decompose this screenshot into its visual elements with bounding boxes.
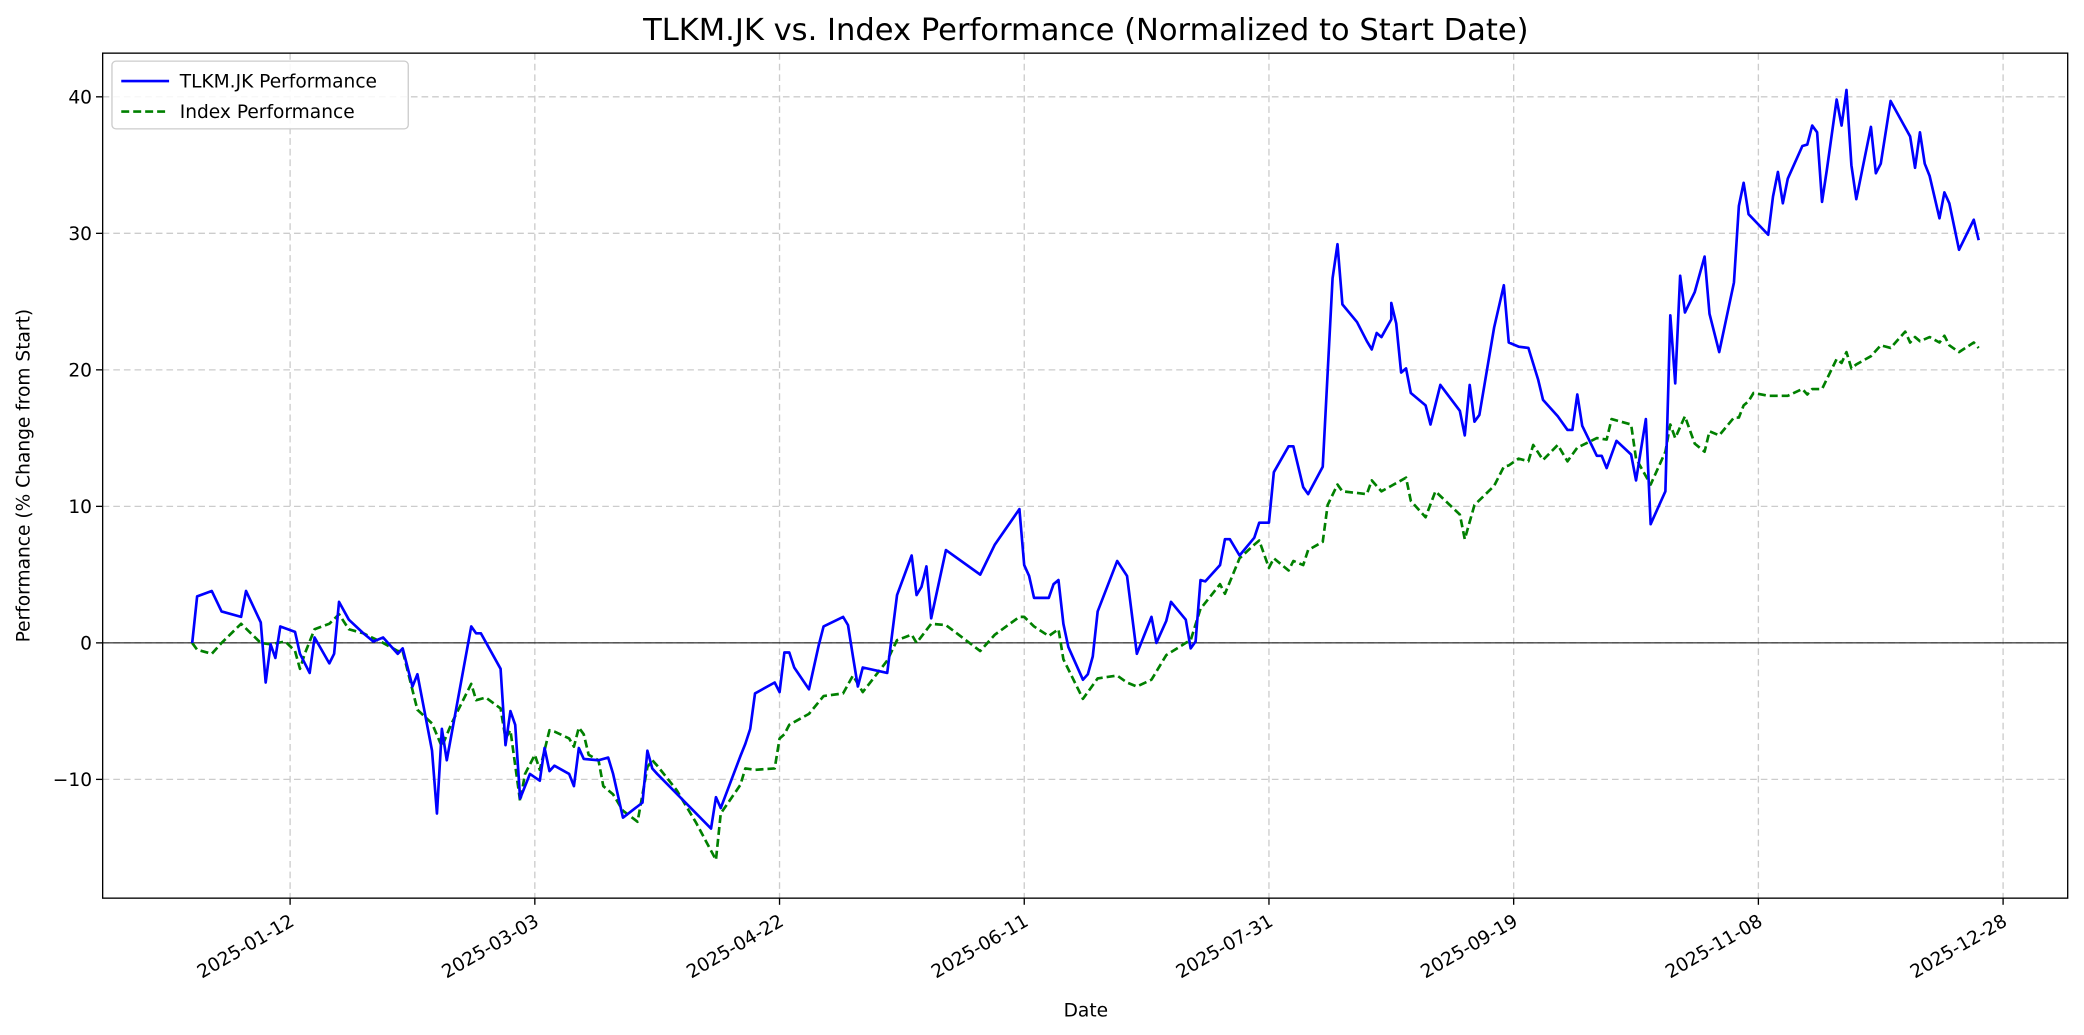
x-tick-label: 2025-12-28 [1907,911,2011,983]
y-tick-label: 40 [68,87,92,108]
y-tick-label: 30 [68,224,92,245]
index-performance-line [191,330,1980,862]
y-tick-label: 20 [68,360,92,381]
plot-frame [101,52,2069,899]
y-tick-label: 10 [68,497,92,518]
y-tick-label: 0 [80,634,92,655]
x-tick-label: 2025-01-12 [194,911,298,983]
chart-title: TLKM.JK vs. Index Performance (Normalize… [642,13,1529,48]
x-axis-label: Date [1064,1000,1108,1021]
x-tick-label: 2025-03-03 [439,911,543,983]
legend-box [111,60,409,130]
y-axis-label: Performance (% Change from Start) [14,309,35,643]
y-axis-ticks: −10 0 10 20 30 40 [53,87,103,791]
legend-label-index: Index Performance [180,102,355,123]
x-tick-label: 2025-09-19 [1417,911,1521,983]
tlkm-performance-line [190,88,1980,830]
series-lines [102,88,2068,862]
x-tick-label: 2025-06-11 [928,911,1032,983]
x-tick-label: 2025-04-22 [683,911,787,983]
x-tick-label: 2025-07-31 [1173,911,1277,983]
x-tick-label: 2025-11-08 [1662,911,1766,983]
legend: TLKM.JK Performance Index Performance [111,60,409,130]
legend-label-tlkm: TLKM.JK Performance [179,72,377,93]
gridlines [102,53,2068,899]
x-axis-ticks: 2025-01-12 2025-03-03 2025-04-22 2025-06-11… [194,898,2011,983]
y-tick-label: −10 [53,770,92,791]
